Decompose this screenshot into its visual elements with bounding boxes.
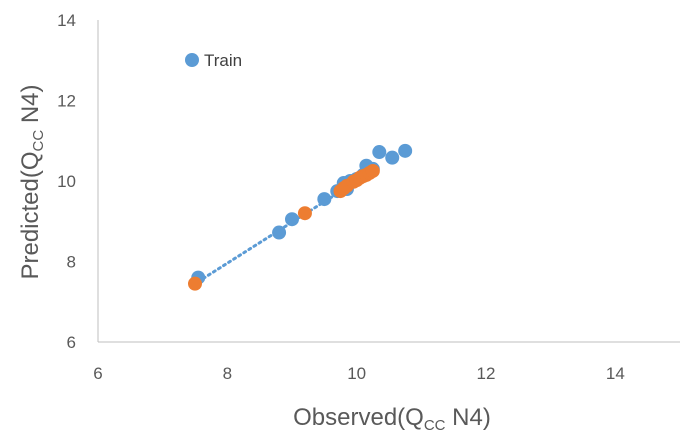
x-axis-title: Observed(QCC N4) bbox=[293, 404, 491, 434]
y-axis-title-post: N4) bbox=[17, 84, 44, 129]
x-axis-title-sub: CC bbox=[424, 417, 446, 434]
x-tick-label: 10 bbox=[347, 364, 366, 383]
x-axis-title-pre: Observed(Q bbox=[293, 404, 424, 431]
x-tick-label: 6 bbox=[93, 364, 102, 383]
test-point bbox=[188, 276, 202, 291]
x-axis-title-post: N4) bbox=[446, 404, 491, 431]
train-point bbox=[272, 225, 287, 240]
y-tick-label: 8 bbox=[67, 253, 76, 272]
y-axis-title: Predicted(QCC N4) bbox=[17, 84, 47, 279]
y-axis-title-pre: Predicted(Q bbox=[17, 151, 44, 279]
legend: Train bbox=[185, 51, 242, 70]
train-point bbox=[372, 145, 387, 160]
x-tick-label: 14 bbox=[606, 364, 625, 383]
test-point bbox=[365, 163, 380, 178]
y-axis-title-sub: CC bbox=[30, 130, 47, 152]
y-tick-label: 14 bbox=[57, 11, 76, 30]
data-points bbox=[188, 143, 413, 291]
y-tick-label: 10 bbox=[57, 172, 76, 191]
train-point bbox=[398, 143, 413, 158]
train-point bbox=[385, 150, 400, 165]
test-point bbox=[297, 206, 312, 221]
legend-marker-train bbox=[185, 53, 199, 67]
y-tick-label: 12 bbox=[57, 92, 76, 111]
train-point bbox=[317, 192, 332, 207]
y-tick-labels: 6 8 10 12 14 bbox=[57, 11, 76, 352]
axes bbox=[97, 20, 680, 343]
x-tick-labels: 6 8 10 12 14 bbox=[93, 364, 625, 383]
legend-label-train: Train bbox=[204, 51, 242, 70]
y-tick-label: 6 bbox=[67, 333, 76, 352]
x-tick-label: 8 bbox=[223, 364, 232, 383]
train-point bbox=[285, 212, 299, 227]
x-tick-label: 12 bbox=[477, 364, 496, 383]
